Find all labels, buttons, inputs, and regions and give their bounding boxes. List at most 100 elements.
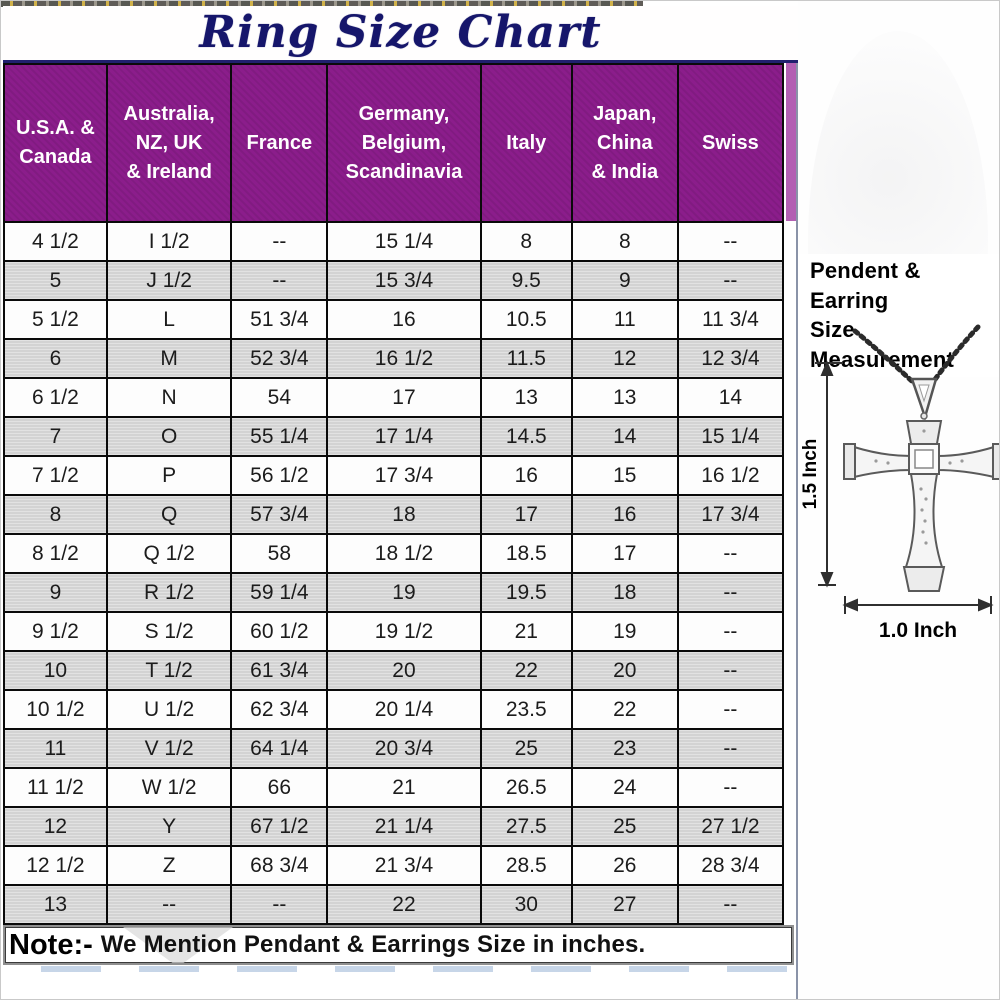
pendant-diagram: 1.5 Inch 1.0 Inch [800,324,999,642]
table-cell: 9.5 [479,260,573,301]
table-cell: 21 3/4 [326,845,482,886]
table-cell: 17 [326,377,482,418]
table-cell: S 1/2 [105,611,233,652]
table-cell: 11.5 [479,338,573,379]
table-row: 7 1/2 P 56 1/2 17 3/4 16 15 16 1/2 [3,455,785,496]
table-cell: 62 3/4 [230,689,329,730]
table-row: 7 O 55 1/4 17 1/4 14.5 14 15 1/4 [3,416,785,457]
table-cell: 22 [326,884,482,925]
header-cell: U.S.A. & Canada [3,63,108,223]
table-cell: 12 1/2 [3,845,108,886]
table-cell: 11 1/2 [3,767,108,808]
header-cell: Italy [479,63,573,223]
table-cell: 51 3/4 [230,299,329,340]
table-cell: 20 3/4 [326,728,482,769]
table-cell: O [105,416,233,457]
table-cell: -- [676,611,785,652]
table-cell: 27.5 [479,806,573,847]
table-cell: 5 1/2 [3,299,108,340]
table-cell: -- [676,533,785,574]
table-cell: W 1/2 [105,767,233,808]
table-row: 12 1/2 Z 68 3/4 21 3/4 28.5 26 28 3/4 [3,845,785,886]
table-cell: Q [105,494,233,535]
table-cell: 10 1/2 [3,689,108,730]
table-cell: 14 [676,377,785,418]
page-title: Ring Size Chart [199,7,602,58]
table-cell: 15 3/4 [326,260,482,301]
table-outer-border [796,63,798,999]
table-cell: 28 3/4 [676,845,785,886]
table-cell: 9 1/2 [3,611,108,652]
table-cell: 17 [570,533,679,574]
table-cell: 10.5 [479,299,573,340]
table-cell: 27 [570,884,679,925]
table-row: 4 1/2 I 1/2 -- 15 1/4 8 8 -- [3,221,785,262]
table-cell: 57 3/4 [230,494,329,535]
table-cell: R 1/2 [105,572,233,613]
table-cell: 26.5 [479,767,573,808]
table-cell: I 1/2 [105,221,233,262]
table-cell: -- [676,767,785,808]
table-cell: 11 3/4 [676,299,785,340]
table-row: 11 V 1/2 64 1/4 20 3/4 25 23 -- [3,728,785,769]
header-cell: France [230,63,329,223]
table-cell: 18.5 [479,533,573,574]
table-cell: 55 1/4 [230,416,329,457]
table-cell: 12 [570,338,679,379]
table-cell: 68 3/4 [230,845,329,886]
table-cell: P [105,455,233,496]
table-cell: 17 1/4 [326,416,482,457]
table-cell: -- [230,884,329,925]
table-cell: 6 [3,338,108,379]
table-cell: 30 [479,884,573,925]
necklace-chain-icon [852,324,981,388]
cropped-bottom-strip [3,966,794,972]
table-row: 10 T 1/2 61 3/4 20 22 20 -- [3,650,785,691]
table-cell: -- [676,260,785,301]
table-cell: 67 1/2 [230,806,329,847]
table-cell: 15 1/4 [676,416,785,457]
table-cell: 14.5 [479,416,573,457]
table-cell: 8 1/2 [3,533,108,574]
table-cell: U 1/2 [105,689,233,730]
table-cell: -- [105,884,233,925]
table-cell: 7 1/2 [3,455,108,496]
table-cell: N [105,377,233,418]
table-cell: V 1/2 [105,728,233,769]
width-label: 1.0 Inch [879,619,957,642]
table-cell: 16 1/2 [676,455,785,496]
header-gutter-strip [786,63,798,221]
height-label: 1.5 Inch [800,439,821,510]
note-bar: Note:- We Mention Pendant & Earrings Siz… [3,925,794,965]
table-cell: 8 [570,221,679,262]
table-cell: 24 [570,767,679,808]
table-cell: Q 1/2 [105,533,233,574]
header-cell: Australia, NZ, UK & Ireland [105,63,233,223]
table-cell: J 1/2 [105,260,233,301]
table-cell: -- [676,728,785,769]
pendant-heading: Pendent & Earring Size Measurement [798,254,999,377]
table-cell: 17 3/4 [676,494,785,535]
table-cell: 12 [3,806,108,847]
table-cell: -- [230,221,329,262]
table-cell: M [105,338,233,379]
table-cell: 59 1/4 [230,572,329,613]
table-cell: 26 [570,845,679,886]
table-cell: 56 1/2 [230,455,329,496]
table-cell: 22 [570,689,679,730]
table-cell: 15 1/4 [326,221,482,262]
table-cell: L [105,299,233,340]
table-cell: 19 [326,572,482,613]
table-row: 6 1/2 N 54 17 13 13 14 [3,377,785,418]
table-cell: 23.5 [479,689,573,730]
table-cell: 25 [570,806,679,847]
table-cell: 21 [479,611,573,652]
table-row: 10 1/2 U 1/2 62 3/4 20 1/4 23.5 22 -- [3,689,785,730]
table-header-row: U.S.A. & Canada Australia, NZ, UK & Irela… [3,63,785,223]
table-row: 12 Y 67 1/2 21 1/4 27.5 25 27 1/2 [3,806,785,847]
table-row: 9 1/2 S 1/2 60 1/2 19 1/2 21 19 -- [3,611,785,652]
cross-pendant-icon [843,420,999,592]
table-cell: 15 [570,455,679,496]
table-cell: 19 1/2 [326,611,482,652]
